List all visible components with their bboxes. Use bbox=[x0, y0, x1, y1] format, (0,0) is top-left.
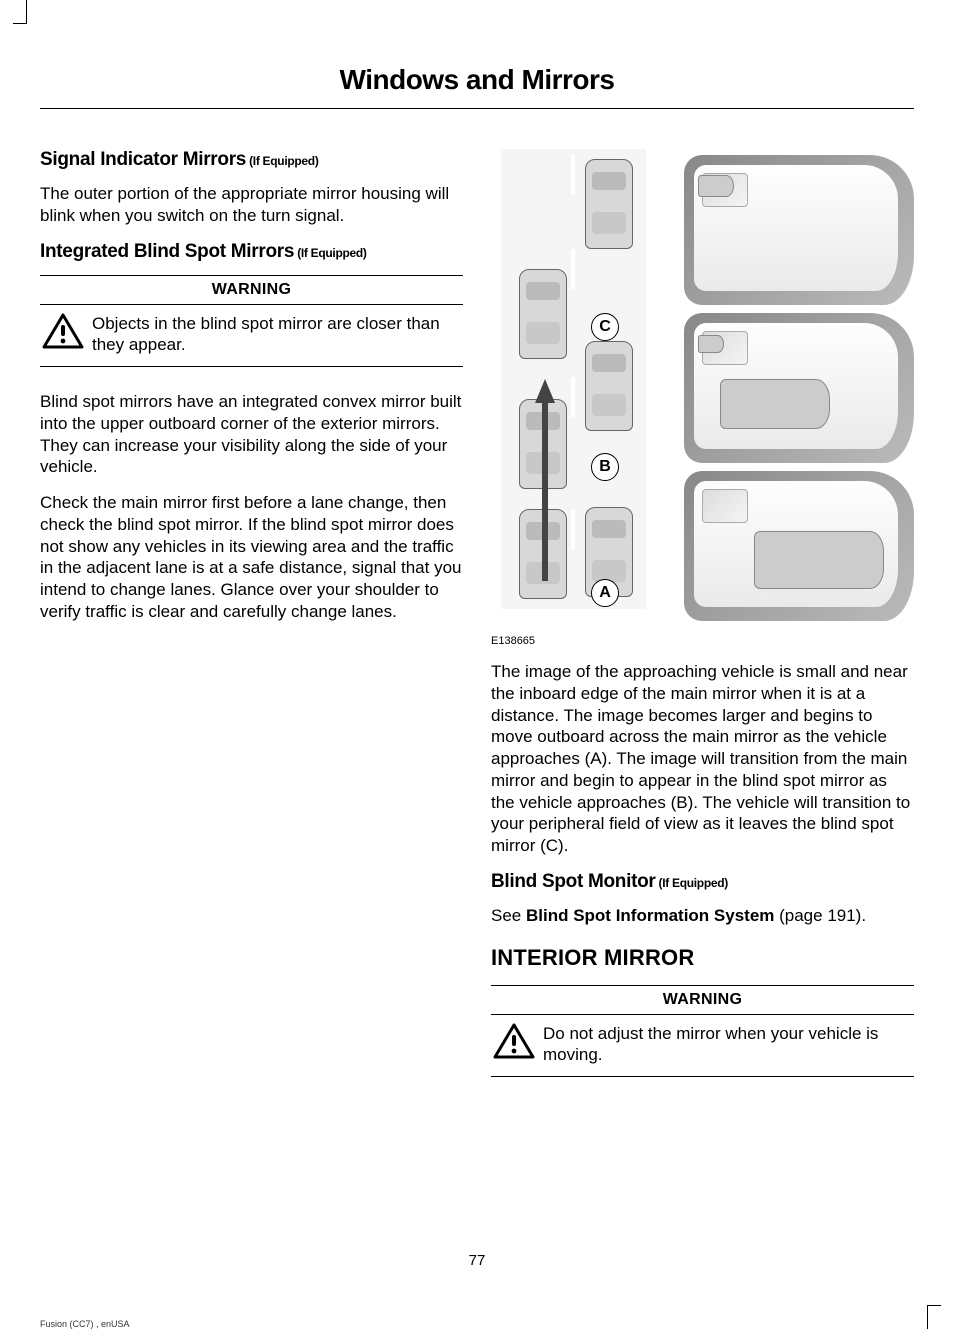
paragraph-blind-1: Blind spot mirrors have an integrated co… bbox=[40, 391, 463, 478]
diagram-arrow-icon bbox=[535, 379, 555, 403]
mirror-view-b bbox=[684, 313, 914, 463]
heading-signal-indicator: Signal Indicator Mirrors (If Equipped) bbox=[40, 149, 463, 171]
two-column-content: Signal Indicator Mirrors (If Equipped) T… bbox=[40, 109, 914, 1101]
warning-body: Do not adjust the mirror when your vehic… bbox=[491, 1015, 914, 1077]
paragraph-signal: The outer portion of the appropriate mir… bbox=[40, 183, 463, 227]
warning-body: Objects in the blind spot mirror are clo… bbox=[40, 305, 463, 367]
diagram-lead-car-b bbox=[585, 341, 633, 431]
crop-mark-top-left bbox=[26, 0, 40, 24]
heading-text: Signal Indicator Mirrors bbox=[40, 149, 246, 170]
lane-dash bbox=[571, 377, 575, 417]
blind-spot-diagram: C B A bbox=[491, 149, 914, 629]
diagram-lane bbox=[501, 149, 646, 609]
mirror-view-c bbox=[684, 155, 914, 305]
heading-text: Integrated Blind Spot Mirrors bbox=[40, 241, 294, 262]
paragraph-blind-2: Check the main mirror first before a lan… bbox=[40, 492, 463, 623]
warning-triangle-icon bbox=[493, 1023, 535, 1059]
footer-model-text: Fusion (CC7) , enUSA bbox=[40, 1319, 130, 1329]
diagram-label-a: A bbox=[591, 579, 619, 607]
paragraph-mirror-explain: The image of the approaching vehicle is … bbox=[491, 661, 914, 857]
page-number: 77 bbox=[40, 1252, 914, 1269]
figure-caption: E138665 bbox=[491, 635, 914, 647]
diagram-arrow-stem bbox=[542, 401, 548, 581]
diagram-label-c: C bbox=[591, 313, 619, 341]
warning-title: WARNING bbox=[491, 986, 914, 1015]
see-post: (page 191). bbox=[774, 906, 866, 925]
lane-dash bbox=[571, 249, 575, 289]
heading-qualifier: (If Equipped) bbox=[246, 154, 318, 168]
warning-triangle-icon bbox=[42, 313, 84, 349]
warning-title: WARNING bbox=[40, 276, 463, 305]
heading-qualifier: (If Equipped) bbox=[294, 246, 366, 260]
mirror-view-a bbox=[684, 471, 914, 621]
heading-blind-spot-mirrors: Integrated Blind Spot Mirrors (If Equipp… bbox=[40, 241, 463, 263]
chapter-title: Windows and Mirrors bbox=[40, 24, 914, 109]
warning-box-interior: WARNING Do not adjust the mirror when yo… bbox=[491, 985, 914, 1078]
diagram-label-b: B bbox=[591, 453, 619, 481]
see-reference: See Blind Spot Information System (page … bbox=[491, 905, 914, 927]
warning-text: Do not adjust the mirror when your vehic… bbox=[543, 1023, 912, 1067]
lane-dash bbox=[571, 155, 575, 195]
lane-dash bbox=[571, 509, 575, 549]
right-column: C B A bbox=[491, 149, 914, 1101]
see-pre: See bbox=[491, 906, 526, 925]
warning-box: WARNING Objects in the blind spot mirror… bbox=[40, 275, 463, 368]
left-column: Signal Indicator Mirrors (If Equipped) T… bbox=[40, 149, 463, 1101]
crop-mark-bottom-right bbox=[914, 1305, 928, 1329]
heading-qualifier: (If Equipped) bbox=[656, 876, 728, 890]
heading-blind-spot-monitor: Blind Spot Monitor (If Equipped) bbox=[491, 871, 914, 893]
diagram-lead-car-c bbox=[585, 159, 633, 249]
heading-interior-mirror: INTERIOR MIRROR bbox=[491, 945, 914, 971]
diagram-follow-car-c bbox=[519, 269, 567, 359]
heading-text: Blind Spot Monitor bbox=[491, 871, 656, 892]
see-link-text: Blind Spot Information System bbox=[526, 906, 774, 925]
warning-text: Objects in the blind spot mirror are clo… bbox=[92, 313, 461, 357]
page-content: Windows and Mirrors Signal Indicator Mir… bbox=[40, 24, 914, 1305]
